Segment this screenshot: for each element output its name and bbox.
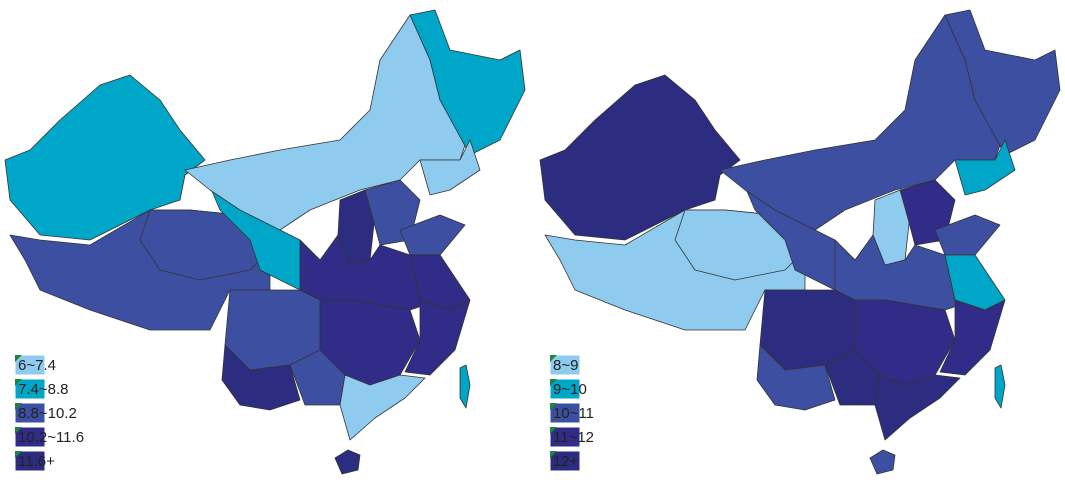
legend-label: 10.2~11.6 — [18, 429, 84, 446]
legend-corner — [15, 379, 22, 386]
legend-label: 6~7.4 — [18, 357, 56, 374]
legend-corner — [550, 427, 557, 434]
region — [934, 214, 1001, 256]
region — [869, 449, 896, 475]
legend-corner — [550, 355, 557, 362]
legend-swatch — [14, 450, 46, 472]
region — [459, 364, 471, 409]
legend-swatch — [549, 402, 581, 424]
region — [221, 344, 301, 411]
legend-corner — [15, 451, 22, 458]
legend-swatch — [549, 426, 581, 448]
legend-label: 8.8~10.2 — [18, 405, 77, 422]
legend-label: 9~10 — [553, 381, 587, 398]
legend-swatch — [14, 402, 46, 424]
map: 8~9 9~10 10~11 11~12 12+ — [539, 9, 1061, 475]
region — [944, 9, 1061, 156]
legend-swatch — [14, 378, 46, 400]
legend-label: 11~12 — [553, 429, 594, 446]
legend-corner — [15, 403, 22, 410]
legend-corner — [550, 379, 557, 386]
legend-corner — [550, 451, 557, 458]
region — [404, 299, 471, 376]
legend-swatch — [549, 450, 581, 472]
legend: 8~9 9~10 10~11 11~12 12+ — [549, 354, 594, 472]
legend-swatch — [549, 354, 581, 376]
region — [954, 139, 1016, 196]
region — [756, 344, 836, 411]
region — [334, 449, 361, 475]
region — [939, 299, 1006, 376]
region — [339, 374, 426, 441]
region — [994, 364, 1006, 409]
legend-label: 10~11 — [553, 405, 594, 422]
region — [399, 214, 466, 256]
legend-label: 7.4~8.8 — [18, 381, 68, 398]
legend-corner — [15, 427, 22, 434]
legend-label: 11.6+ — [18, 453, 55, 470]
region — [419, 139, 481, 196]
legend-label: 8~9 — [553, 357, 578, 374]
legend: 6~7.4 7.4~8.8 8.8~10.2 10.2~11.6 11.6+ — [14, 354, 84, 472]
region — [874, 374, 961, 441]
legend-corner — [550, 403, 557, 410]
legend-swatch — [14, 426, 46, 448]
legend-swatch — [14, 354, 46, 376]
legend-corner — [15, 355, 22, 362]
legend-label: 12+ — [553, 453, 579, 470]
legend-swatch — [549, 378, 581, 400]
map: 6~7.4 7.4~8.8 8.8~10.2 10.2~11.6 11.6+ — [4, 9, 526, 475]
region — [409, 9, 526, 156]
